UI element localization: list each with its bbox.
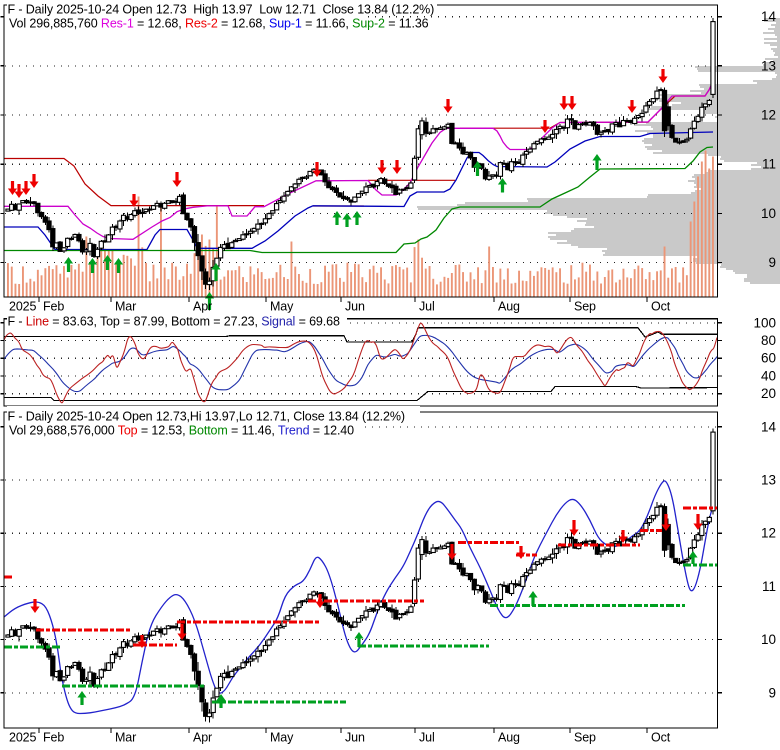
svg-text:80: 80	[761, 333, 776, 348]
svg-text:Jul: Jul	[419, 731, 435, 745]
svg-text:12: 12	[761, 108, 776, 123]
svg-text:2025: 2025	[9, 731, 36, 745]
svg-text:Feb: Feb	[43, 300, 64, 314]
svg-text:Apr: Apr	[193, 731, 212, 745]
svg-text:May: May	[270, 731, 294, 745]
svg-text:60: 60	[761, 351, 776, 366]
svg-text:11: 11	[762, 157, 776, 172]
svg-text:Jun: Jun	[345, 300, 365, 314]
svg-text:12: 12	[761, 526, 776, 541]
svg-text:Mar: Mar	[115, 731, 136, 745]
svg-text:F - Line = 83.63, Top = 87.99,: F - Line = 83.63, Top = 87.99, Bottom = …	[8, 315, 340, 329]
svg-text:2025: 2025	[9, 300, 36, 314]
svg-text:F - Daily 2025-10-24 Open 12.7: F - Daily 2025-10-24 Open 12.73 High 13.…	[8, 3, 435, 17]
svg-text:Sep: Sep	[574, 731, 596, 745]
svg-text:10: 10	[761, 206, 776, 221]
svg-text:Sep: Sep	[574, 300, 596, 314]
svg-text:Aug: Aug	[498, 731, 520, 745]
svg-text:14: 14	[761, 419, 777, 434]
svg-text:20: 20	[761, 386, 776, 401]
svg-text:9: 9	[768, 255, 776, 270]
svg-text:13: 13	[761, 473, 776, 488]
svg-text:13: 13	[761, 58, 776, 73]
svg-text:11: 11	[762, 579, 776, 594]
svg-text:Aug: Aug	[498, 300, 520, 314]
svg-text:F - Daily 2025-10-24 Open 12.7: F - Daily 2025-10-24 Open 12.73,Hi 13.97…	[8, 410, 405, 424]
svg-text:Mar: Mar	[115, 300, 136, 314]
svg-text:9: 9	[768, 685, 776, 700]
svg-text:40: 40	[761, 369, 776, 384]
svg-text:Jun: Jun	[345, 731, 365, 745]
svg-text:Jul: Jul	[419, 300, 435, 314]
svg-text:Apr: Apr	[193, 300, 212, 314]
svg-text:14: 14	[761, 9, 777, 24]
svg-text:100: 100	[753, 315, 776, 330]
svg-text:Vol 29,688,576,000 Top = 12.53: Vol 29,688,576,000 Top = 12.53, Bottom =…	[9, 424, 354, 438]
svg-text:Oct: Oct	[651, 731, 671, 745]
svg-text:Feb: Feb	[43, 731, 64, 745]
svg-text:May: May	[270, 300, 294, 314]
svg-text:10: 10	[761, 632, 776, 647]
svg-text:Vol 296,885,760 Res-1 = 12.68,: Vol 296,885,760 Res-1 = 12.68, Res-2 = 1…	[9, 17, 429, 31]
svg-text:Oct: Oct	[651, 300, 671, 314]
